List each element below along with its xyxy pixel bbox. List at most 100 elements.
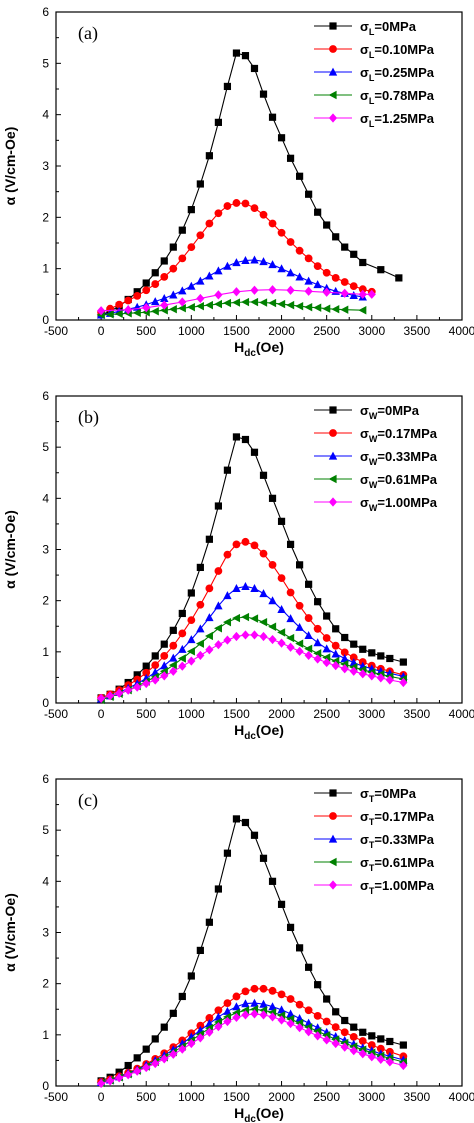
y-tick-label: 6 xyxy=(42,389,49,403)
data-point xyxy=(196,1021,205,1030)
data-point xyxy=(313,280,322,289)
data-point xyxy=(304,644,313,653)
data-point xyxy=(296,944,304,952)
data-point xyxy=(114,309,123,319)
legend-entry: σL=0.78MPa xyxy=(360,88,435,106)
data-point xyxy=(205,645,214,655)
data-point xyxy=(214,209,223,218)
data-point xyxy=(186,647,195,656)
data-point xyxy=(205,918,213,926)
data-point xyxy=(160,272,169,281)
data-point xyxy=(151,1035,159,1043)
data-point xyxy=(358,669,367,679)
data-point xyxy=(214,567,223,575)
data-point xyxy=(241,1010,250,1020)
legend-marker xyxy=(329,429,337,437)
data-point xyxy=(349,290,358,299)
x-tick-label: 3000 xyxy=(358,1090,385,1104)
data-point xyxy=(178,1044,187,1054)
x-tick-label: 3000 xyxy=(358,707,385,721)
data-point xyxy=(313,638,322,647)
data-point xyxy=(268,113,277,121)
series-line xyxy=(101,259,363,316)
data-point xyxy=(286,1018,295,1029)
legend-marker xyxy=(328,497,338,507)
data-point xyxy=(385,675,394,685)
data-point xyxy=(286,1009,295,1018)
legend: σL=0MPa σL=0.10MPa σL=0.25MPa σL=0.78MPa σL=… xyxy=(314,19,435,129)
data-point xyxy=(151,661,160,670)
data-point xyxy=(223,466,232,474)
data-point xyxy=(151,675,160,685)
data-point xyxy=(124,685,133,695)
data-point xyxy=(223,82,232,91)
data-point xyxy=(250,614,259,623)
data-point xyxy=(277,264,286,273)
data-point xyxy=(106,1076,115,1086)
data-point xyxy=(313,303,322,312)
y-tick-label: 2 xyxy=(42,210,49,224)
data-point xyxy=(232,1002,241,1011)
data-point xyxy=(277,134,286,142)
plot-frame xyxy=(55,11,463,321)
x-tick-label: 1000 xyxy=(178,1090,205,1104)
data-point xyxy=(350,1023,358,1031)
series-line xyxy=(100,52,400,316)
data-point xyxy=(160,300,169,310)
x-axis-label: Hdc(Oe) xyxy=(234,722,284,742)
data-point xyxy=(223,261,232,270)
data-point xyxy=(151,1058,160,1069)
data-point xyxy=(232,199,241,207)
data-point xyxy=(268,877,277,885)
series-0mpa xyxy=(97,49,403,319)
data-point xyxy=(205,584,214,593)
x-tick-label: 2500 xyxy=(313,1090,340,1104)
data-point xyxy=(177,303,186,313)
x-tick-label: 1500 xyxy=(223,707,250,721)
data-point xyxy=(313,1031,322,1041)
data-point xyxy=(178,297,187,307)
x-tick-label: 500 xyxy=(136,707,156,721)
data-point xyxy=(196,624,205,633)
y-tick-label: 2 xyxy=(42,977,49,991)
data-point xyxy=(250,297,259,307)
data-point xyxy=(314,208,322,216)
panel-1: -500 0 500 1000 1500 2000 2500 3000 3500 40000123… xyxy=(2,389,474,742)
data-point xyxy=(232,49,241,57)
data-point xyxy=(340,305,349,314)
x-tick-label: 3500 xyxy=(404,324,431,338)
data-point xyxy=(259,90,268,98)
data-point xyxy=(304,1027,313,1037)
data-point xyxy=(268,986,277,995)
data-point xyxy=(142,668,151,677)
data-point xyxy=(359,645,367,653)
data-point xyxy=(358,285,367,294)
panel-label: (a) xyxy=(78,23,98,44)
x-tick-label: -500 xyxy=(44,324,68,338)
y-tick-label: 0 xyxy=(42,696,49,710)
data-point xyxy=(97,1078,106,1089)
data-point xyxy=(268,622,277,631)
data-point xyxy=(386,654,394,663)
data-point xyxy=(340,288,349,298)
legend-marker xyxy=(329,406,337,414)
data-point xyxy=(168,305,177,314)
x-tick-label: 500 xyxy=(136,324,156,338)
data-point xyxy=(350,250,358,258)
data-point xyxy=(115,300,124,309)
data-point xyxy=(205,613,214,622)
data-point xyxy=(322,268,331,277)
data-point xyxy=(331,305,340,314)
x-tick-label: 3500 xyxy=(404,1090,431,1104)
legend-marker xyxy=(328,880,338,890)
data-point xyxy=(358,289,367,299)
data-point xyxy=(286,154,295,162)
data-point xyxy=(142,678,151,689)
data-point xyxy=(169,641,178,650)
data-point xyxy=(97,306,106,316)
data-point xyxy=(268,560,277,569)
data-point xyxy=(295,246,304,255)
data-point xyxy=(124,296,133,305)
data-point xyxy=(223,849,232,857)
data-point xyxy=(340,648,349,657)
